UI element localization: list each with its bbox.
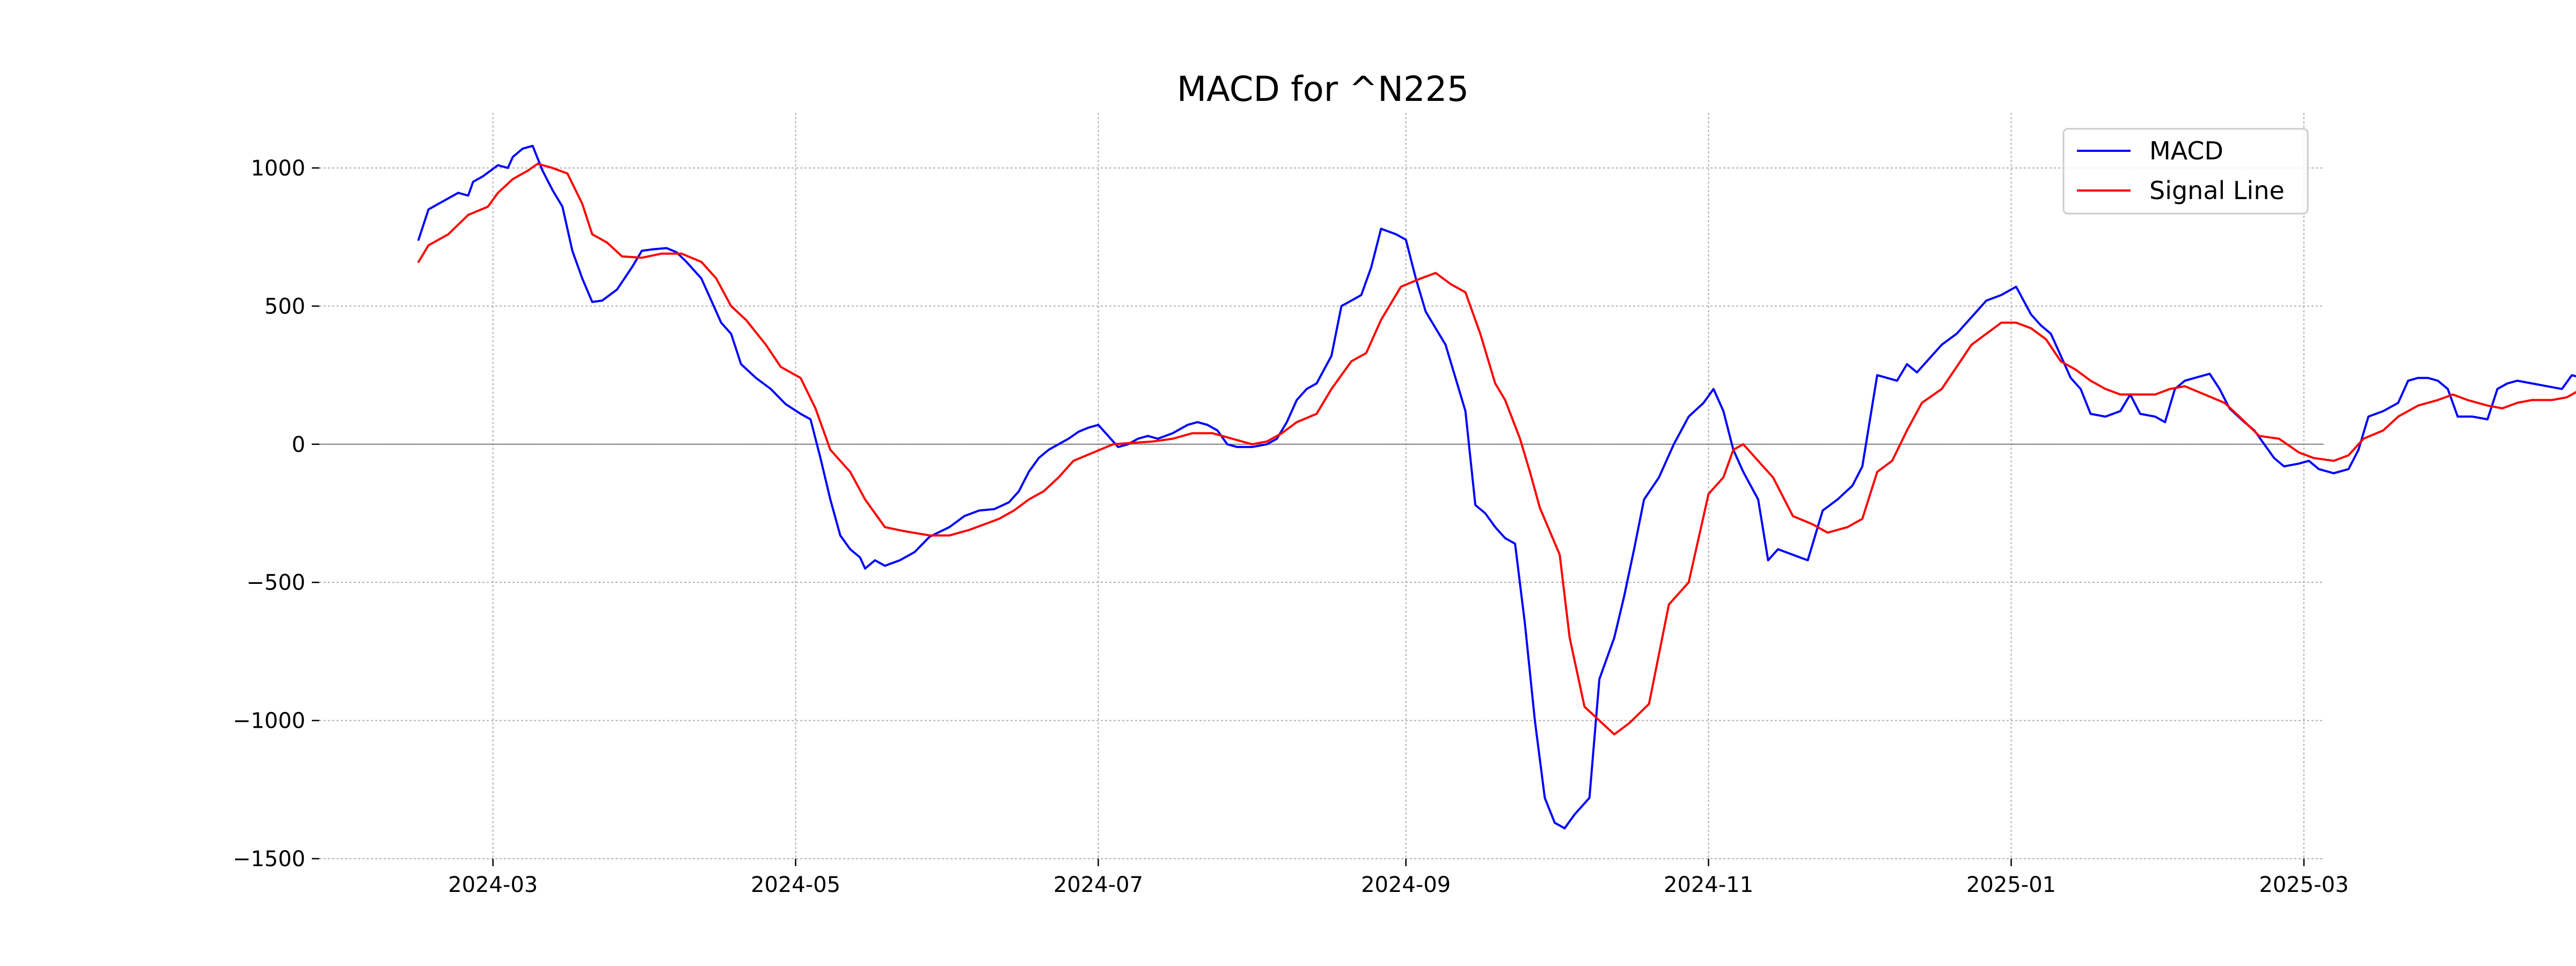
series-line-macd bbox=[417, 144, 2576, 830]
x-tick-label: 2025-03 bbox=[2259, 873, 2348, 897]
y-tick-label: 500 bbox=[265, 294, 305, 319]
y-tick-label: −1500 bbox=[233, 847, 305, 872]
y-tick-label: −1000 bbox=[233, 709, 305, 734]
x-tick-label: 2025-01 bbox=[1966, 873, 2056, 897]
x-tick-label: 2024-11 bbox=[1664, 873, 1753, 897]
y-tick-label: −500 bbox=[246, 570, 305, 595]
series-line-signal-line bbox=[417, 163, 2576, 736]
y-tick-label: 1000 bbox=[251, 156, 305, 181]
legend-label-macd: MACD bbox=[2149, 136, 2223, 165]
legend-label-signal-line: Signal Line bbox=[2149, 176, 2285, 205]
series-lines bbox=[417, 144, 2576, 830]
axes: 1000 500 0 −500 −1000 −1500 2024-03 2024-05 2024… bbox=[233, 156, 2349, 897]
grid bbox=[319, 113, 2324, 859]
x-tick-label: 2024-05 bbox=[751, 873, 840, 897]
y-tick-label: 0 bbox=[292, 433, 305, 457]
x-tick-label: 2024-07 bbox=[1053, 873, 1143, 897]
legend: MACD Signal Line bbox=[2062, 128, 2309, 215]
chart-title: MACD for ^N225 bbox=[1177, 70, 1469, 109]
x-tick-label: 2024-09 bbox=[1361, 873, 1451, 897]
x-tick-label: 2024-03 bbox=[448, 873, 538, 897]
